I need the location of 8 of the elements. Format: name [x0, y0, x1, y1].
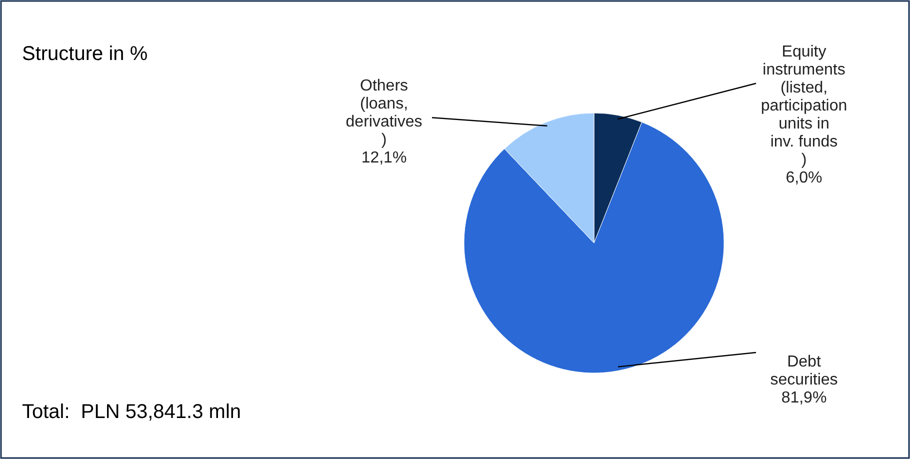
slice-label: Others (loans, derivatives ) — [346, 78, 422, 149]
slice-label: Equity instruments (listed, participation units in inv. funds ) — [760, 43, 848, 168]
data-label: 6,0% — [786, 169, 822, 186]
data-label: 81,9% — [781, 390, 827, 407]
data-label: 12,1% — [361, 150, 407, 167]
text: Structure in % — [22, 43, 148, 65]
slice-label: Debt securities — [770, 354, 838, 389]
text: Total: PLN 53,841.3 mln — [22, 401, 242, 423]
